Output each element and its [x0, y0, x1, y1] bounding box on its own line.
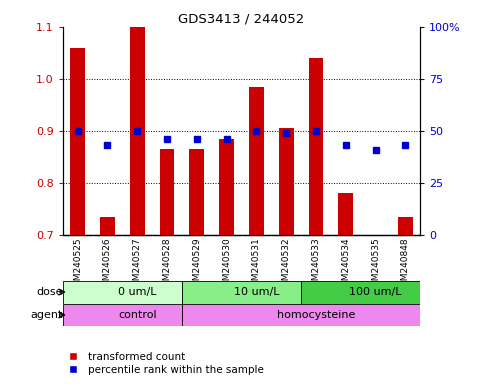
Text: dose: dose — [36, 287, 63, 297]
Text: GSM240528: GSM240528 — [163, 237, 171, 292]
Bar — [130, 27, 145, 235]
Text: 100 um/L: 100 um/L — [349, 287, 402, 297]
Text: GSM240526: GSM240526 — [103, 237, 112, 292]
Bar — [219, 139, 234, 235]
Text: GSM240848: GSM240848 — [401, 237, 410, 292]
Text: 0 um/L: 0 um/L — [118, 287, 156, 297]
Text: GSM240532: GSM240532 — [282, 237, 291, 292]
Bar — [309, 58, 324, 235]
Bar — [189, 149, 204, 235]
Text: GSM240527: GSM240527 — [133, 237, 142, 292]
Text: GSM240530: GSM240530 — [222, 237, 231, 292]
Text: 10 um/L: 10 um/L — [234, 287, 279, 297]
Text: GSM240531: GSM240531 — [252, 237, 261, 292]
Title: GDS3413 / 244052: GDS3413 / 244052 — [178, 13, 305, 26]
Text: agent: agent — [30, 310, 63, 320]
Text: GSM240535: GSM240535 — [371, 237, 380, 292]
FancyBboxPatch shape — [182, 281, 301, 303]
Bar — [100, 217, 115, 235]
Bar — [159, 149, 174, 235]
FancyBboxPatch shape — [63, 303, 182, 326]
Bar — [398, 217, 413, 235]
Legend: transformed count, percentile rank within the sample: transformed count, percentile rank withi… — [58, 348, 268, 379]
Text: GSM240534: GSM240534 — [341, 237, 350, 292]
FancyBboxPatch shape — [63, 281, 182, 303]
Text: GSM240525: GSM240525 — [73, 237, 82, 292]
Bar — [70, 48, 85, 235]
FancyBboxPatch shape — [301, 281, 420, 303]
Bar — [279, 128, 294, 235]
Text: GSM240533: GSM240533 — [312, 237, 320, 292]
Text: GSM240529: GSM240529 — [192, 237, 201, 292]
Text: homocysteine: homocysteine — [277, 310, 355, 320]
Bar — [249, 87, 264, 235]
FancyBboxPatch shape — [182, 303, 420, 326]
Bar — [338, 193, 353, 235]
Text: control: control — [118, 310, 156, 320]
